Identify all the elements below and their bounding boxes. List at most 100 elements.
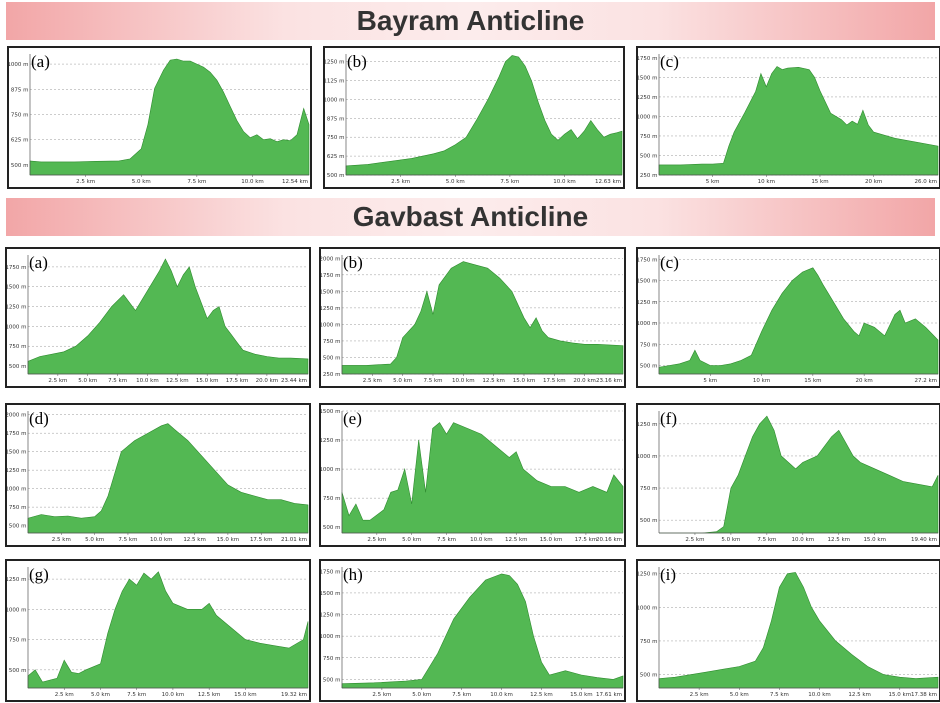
x-tick-label: 12.5 km: [827, 537, 850, 543]
elevation-area: [27, 258, 309, 375]
y-tick-label: 1250 m: [321, 613, 341, 619]
x-tick-label: 7.5 km: [423, 378, 442, 384]
x-tick-label: 12.5 km: [505, 537, 528, 543]
x-end-label: 20.16 km: [596, 537, 622, 543]
elevation-chart: 500 m 750 m 1000 m 1250 m 1500 m 1750 m 2.5 km…: [7, 255, 309, 384]
x-end-label: 21.01 km: [281, 537, 307, 543]
elevation-area: [658, 66, 939, 176]
x-tick-label: 10.0 km: [808, 692, 831, 698]
panel-label: (h): [343, 565, 363, 584]
x-end-label: 12.63 km: [595, 179, 621, 185]
y-tick-label: 625 m: [327, 154, 345, 160]
elevation-area: [658, 572, 939, 689]
panel-label: (g): [29, 565, 49, 584]
x-tick-label: 20.0 km: [256, 378, 279, 384]
y-tick-label: 1250 m: [638, 300, 658, 306]
x-tick-label: 7.5 km: [770, 692, 789, 698]
gavbast-title-banner: Gavbast Anticline: [6, 198, 935, 236]
x-tick-label: 12.5 km: [183, 537, 206, 543]
y-tick-label: 1250 m: [7, 577, 27, 583]
x-tick-label: 5.0 km: [402, 537, 421, 543]
x-tick-label: 7.5 km: [118, 537, 137, 543]
y-tick-label: 1125 m: [325, 78, 345, 84]
gavbast-title: Gavbast Anticline: [352, 201, 589, 232]
y-tick-label: 2000 m: [7, 413, 27, 419]
x-tick-label: 12.5 km: [482, 378, 505, 384]
y-tick-label: 1250 m: [638, 572, 658, 578]
y-tick-label: 750 m: [640, 486, 658, 492]
y-tick-label: 750 m: [9, 505, 27, 511]
panel-label: (b): [347, 52, 367, 71]
panel-label: (c): [660, 52, 679, 71]
gavbast-profile-e: 500 m 750 m 1000 m 1250 m 1500 m 2.5 km 5.0 km…: [319, 403, 626, 547]
y-tick-label: 500 m: [640, 153, 658, 159]
y-tick-label: 1750 m: [321, 273, 341, 279]
y-tick-label: 500 m: [640, 364, 658, 370]
y-tick-label: 1250 m: [7, 305, 27, 311]
x-tick-label: 7.5 km: [127, 692, 146, 698]
x-tick-label: 5 km: [703, 378, 717, 384]
y-tick-label: 500 m: [9, 524, 27, 530]
y-tick-label: 1250 m: [7, 468, 27, 474]
x-tick-label: 7.5 km: [108, 378, 127, 384]
y-tick-label: 1750 m: [7, 431, 27, 437]
x-tick-label: 5.0 km: [412, 692, 431, 698]
gavbast-profile-g: 500 m 750 m 1000 m 1250 m 2.5 km 5.0 km 7.5 km…: [5, 559, 311, 702]
y-tick-label: 500 m: [9, 668, 27, 674]
x-tick-label: 5.0 km: [730, 692, 749, 698]
x-end-label: 19.32 km: [281, 692, 307, 698]
x-tick-label: 5.0 km: [721, 537, 740, 543]
panel-label: (d): [29, 409, 49, 428]
y-tick-label: 1250 m: [638, 95, 658, 101]
x-tick-label: 5.0 km: [78, 378, 97, 384]
y-tick-label: 1000 m: [7, 324, 27, 330]
panel-label: (i): [660, 565, 677, 584]
elevation-chart: 250 m 500 m 750 m 1000 m 1250 m 1500 m 1750 m 5…: [638, 54, 939, 185]
x-tick-label: 2.5 km: [55, 692, 74, 698]
y-tick-label: 250 m: [640, 173, 658, 179]
y-tick-label: 1000 m: [638, 321, 658, 327]
y-tick-label: 750 m: [9, 638, 27, 644]
bayram-title-banner: Bayram Anticline: [6, 2, 935, 40]
gavbast-profile-b: 250 m 500 m 750 m 1000 m 1250 m 1500 m 1750 m 2…: [319, 247, 626, 388]
y-tick-label: 1750 m: [638, 56, 658, 62]
y-tick-label: 750 m: [323, 496, 341, 502]
gavbast-profile-i: 500 m 750 m 1000 m 1250 m 2.5 km 5.0 km 7.5 km…: [636, 559, 940, 702]
y-tick-label: 875 m: [327, 116, 345, 122]
x-tick-label: 2.5 km: [52, 537, 71, 543]
x-tick-label: 15.0 km: [234, 692, 257, 698]
elevation-chart: 500 m 750 m 1000 m 1250 m 2.5 km 5.0 km 7.5 km…: [7, 567, 309, 698]
gavbast-profile-d: 500 m 750 m 1000 m 1250 m 1500 m 1750 m 2000 m…: [5, 403, 311, 547]
x-end-label: 23.16 km: [596, 378, 622, 384]
y-tick-label: 500 m: [327, 173, 345, 179]
x-tick-label: 17.5 km: [226, 378, 249, 384]
y-tick-label: 500 m: [9, 364, 27, 370]
y-tick-label: 1000 m: [7, 607, 27, 613]
y-tick-label: 750 m: [640, 134, 658, 140]
y-tick-label: 500 m: [640, 518, 658, 524]
x-tick-label: 7.5 km: [757, 537, 776, 543]
x-tick-label: 7.5 km: [500, 179, 519, 185]
y-tick-label: 500 m: [11, 163, 29, 169]
x-tick-label: 15 km: [811, 179, 828, 185]
elevation-area: [345, 55, 623, 176]
y-tick-label: 1500 m: [638, 279, 658, 285]
x-tick-label: 20 km: [865, 179, 882, 185]
y-tick-label: 500 m: [640, 673, 658, 679]
gavbast-profile-c: 500 m 750 m 1000 m 1250 m 1500 m 1750 m 5 km 10…: [636, 247, 940, 388]
y-tick-label: 750 m: [640, 342, 658, 348]
elevation-area: [27, 571, 309, 689]
panel-label: (c): [660, 253, 679, 272]
y-tick-label: 500 m: [323, 677, 341, 683]
x-tick-label: 15.0 km: [863, 537, 886, 543]
y-tick-label: 750 m: [323, 339, 341, 345]
x-end-label: 12.54 km: [282, 179, 308, 185]
y-tick-label: 1250 m: [638, 422, 658, 428]
x-tick-label: 17.5 km: [575, 537, 598, 543]
x-tick-label: 7.5 km: [437, 537, 456, 543]
x-end-label: 27.2 km: [914, 378, 937, 384]
x-end-label: 17.38 km: [911, 692, 937, 698]
bayram-profile-b: 500 m 625 m 750 m 875 m 1000 m 1125 m 1250 m 2.…: [323, 46, 625, 189]
y-tick-label: 1000 m: [9, 62, 29, 68]
y-tick-label: 875 m: [11, 87, 29, 93]
